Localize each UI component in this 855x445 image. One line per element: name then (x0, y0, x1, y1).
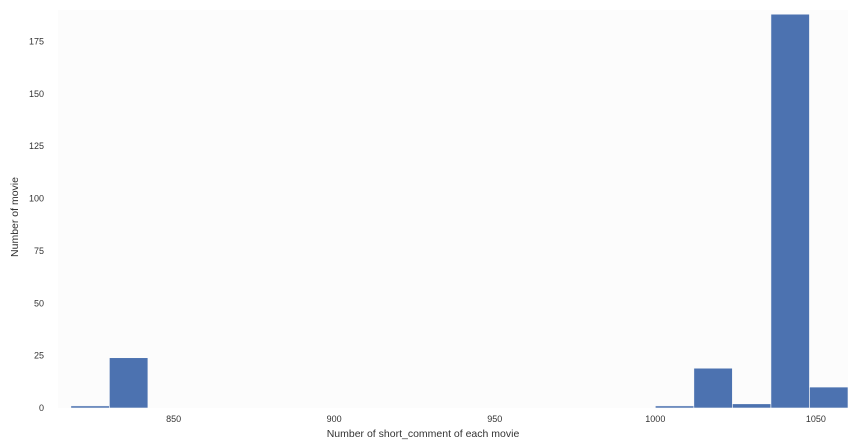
y-tick-label: 175 (29, 36, 44, 46)
y-tick-label: 50 (34, 298, 44, 308)
x-tick-labels: 850 900 950 1000 1050 (166, 414, 826, 424)
y-tick-label: 150 (29, 89, 44, 99)
y-tick-label: 0 (39, 403, 44, 413)
histogram-bar (732, 403, 772, 409)
y-tick-label: 25 (34, 351, 44, 361)
y-tick-labels: 0 25 50 75 100 125 150 175 (29, 36, 44, 413)
y-tick-label: 125 (29, 141, 44, 151)
histogram-bar (70, 405, 110, 409)
histogram-bar (109, 357, 149, 409)
y-axis-title: Number of movie (9, 177, 21, 257)
plot-background (58, 10, 848, 408)
histogram-bar (809, 386, 849, 409)
x-tick-label: 1050 (806, 414, 826, 424)
x-tick-label: 950 (487, 414, 502, 424)
x-axis-title: Number of short_comment of each movie (327, 428, 520, 440)
x-tick-label: 850 (166, 414, 181, 424)
histogram-bar (655, 405, 695, 409)
y-tick-label: 75 (34, 246, 44, 256)
x-tick-label: 1000 (645, 414, 665, 424)
y-tick-label: 100 (29, 194, 44, 204)
bars-group (70, 13, 849, 409)
histogram-bar (770, 13, 810, 409)
x-tick-label: 900 (327, 414, 342, 424)
histogram-bar (693, 367, 733, 409)
